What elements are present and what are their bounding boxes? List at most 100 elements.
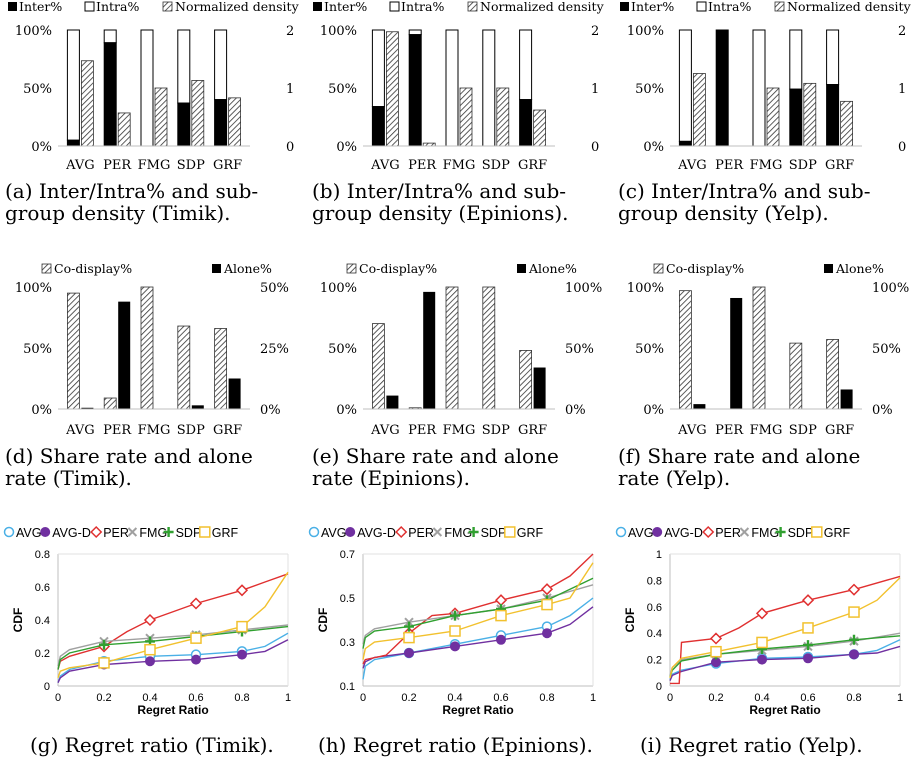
marker-sdp xyxy=(775,527,786,537)
xtick-label: 0 xyxy=(360,692,366,704)
legend-density-swatch xyxy=(774,1,785,12)
marker-sdp xyxy=(803,640,813,651)
series-line-sdp xyxy=(57,625,289,670)
bar-density-fmg xyxy=(154,87,168,147)
bar-alone-per xyxy=(423,291,436,409)
caption-f-line2: rate (Yelp). xyxy=(618,466,731,490)
legend-inter-label: Inter% xyxy=(631,0,674,14)
ytick-left-label: 0% xyxy=(643,403,664,418)
xtick-label: 0.4 xyxy=(754,692,769,704)
legend-intra-swatch xyxy=(389,1,400,12)
ytick-left-label: 50% xyxy=(635,82,664,97)
legend-alone-swatch xyxy=(212,264,221,273)
bar-alone-per xyxy=(730,297,743,409)
ytick-right-label: 2 xyxy=(591,24,599,39)
ytick-right-label: 0% xyxy=(565,403,586,418)
series-line-fmg xyxy=(362,584,594,645)
marker-grf xyxy=(541,598,553,611)
xtick-label-fmg: FMG xyxy=(443,158,476,173)
ytick-label: 0.2 xyxy=(35,648,50,660)
series-line-fmg xyxy=(57,624,289,667)
bar-intra-fmg xyxy=(752,29,766,147)
bar-alone-avg xyxy=(693,404,706,409)
marker-per xyxy=(702,525,715,539)
marker-avg xyxy=(615,526,627,538)
caption-e-line2: rate (Epinions). xyxy=(312,466,470,490)
xtick-label-per: PER xyxy=(408,158,437,173)
legend-density-label: Normalized density xyxy=(175,0,300,14)
xtick-label-sdp: SDP xyxy=(789,158,817,173)
legend-label-sdp: SDP xyxy=(176,526,202,540)
marker-sdp xyxy=(163,527,174,537)
bar-inter-grf xyxy=(826,84,840,147)
bar-intra-per xyxy=(408,29,422,36)
marker-avg-d xyxy=(237,649,247,660)
legend-codisplay-label: Co-display% xyxy=(54,261,132,276)
bar-intra-sdp xyxy=(789,29,803,90)
ytick-label: 0.6 xyxy=(35,582,50,594)
legend-inter-label: Inter% xyxy=(324,0,367,14)
legend-alone-swatch xyxy=(824,264,833,273)
bar-codisplay-grf xyxy=(826,339,840,410)
xtick-label: 0.4 xyxy=(447,692,462,704)
ytick-left-label: 100% xyxy=(15,24,52,39)
caption-f: (f) Share rate and alone rate (Yelp). xyxy=(618,445,910,489)
ytick-right-label: 100% xyxy=(565,281,602,296)
xtick-label-sdp: SDP xyxy=(177,158,205,173)
bar-codisplay-avg xyxy=(372,323,385,410)
ytick-right-label: 0 xyxy=(286,140,294,155)
bar-density-fmg xyxy=(459,87,473,147)
ytick-left-label: 0% xyxy=(336,403,357,418)
caption-a-line1: (a) Inter/Intra% and sub- xyxy=(5,179,259,203)
legend-label-avg: AVG xyxy=(321,526,346,540)
chart-d-share-alone-timik: Co-display% Alone% 0% 50% 100% 0% 25% 50% AVG PER… xyxy=(15,261,289,438)
marker-per xyxy=(801,594,815,607)
legend-label-per: PER xyxy=(715,526,741,540)
bar-density-sdp xyxy=(803,82,817,147)
bar-intra-per xyxy=(103,29,117,44)
caption-d-line2: rate (Timik). xyxy=(5,466,132,490)
legend-label-per: PER xyxy=(408,526,434,540)
legend-alone-label: Alone% xyxy=(528,261,577,276)
ytick-label: 0.1 xyxy=(340,681,355,693)
marker-avg-d xyxy=(40,527,51,537)
caption-g: (g) Regret ratio (Timik). xyxy=(30,733,274,757)
xtick-label-grf: GRF xyxy=(825,158,854,173)
xtick-label-per: PER xyxy=(715,423,744,438)
xtick-label-per: PER xyxy=(103,158,132,173)
ytick-right-label: 2 xyxy=(286,24,294,39)
ytick-right-label: 0% xyxy=(872,403,893,418)
legend-codisplay-label: Co-display% xyxy=(359,261,437,276)
bar-intra-grf xyxy=(826,29,840,86)
bar-inter-per xyxy=(103,42,117,147)
x-axis-label: Regret Ratio xyxy=(442,703,513,717)
xtick-label-per: PER xyxy=(408,423,437,438)
ytick-left-label: 50% xyxy=(328,342,357,357)
legend-label-avg: AVG xyxy=(628,526,653,540)
legend-label-fmg: FMG xyxy=(444,526,472,540)
caption-c: (c) Inter/Intra% and sub- group density … xyxy=(618,180,910,224)
bar-intra-fmg xyxy=(140,29,154,147)
bar-codisplay-avg xyxy=(679,290,692,410)
ytick-label: 0.3 xyxy=(340,637,355,649)
legend-codisplay-label: Co-display% xyxy=(666,261,744,276)
xtick-label-grf: GRF xyxy=(213,423,242,438)
bar-density-avg xyxy=(386,31,399,147)
marker-avg-d xyxy=(542,628,552,639)
ytick-left-label: 50% xyxy=(635,342,664,357)
caption-b-line1: (b) Inter/Intra% and sub- xyxy=(312,179,567,203)
xtick-label-avg: AVG xyxy=(65,158,95,173)
caption-f-line1: (f) Share rate and alone xyxy=(618,444,861,468)
legend-density-label: Normalized density xyxy=(480,0,605,14)
chart-h-regret-epinions: AVG AVG-D PER FMG SDP GRF 0.1 0.3 0.5 0.7 0 0.2 0.4 0… xyxy=(308,525,596,717)
xtick-label-grf: GRF xyxy=(518,423,547,438)
legend-label-avg: AVG xyxy=(16,526,41,540)
caption-c-line2: group density (Yelp). xyxy=(618,201,829,225)
legend-label-avg-d: AVG-D xyxy=(357,526,396,540)
marker-avg-d xyxy=(496,634,506,645)
marker-fmg xyxy=(432,527,443,537)
marker-avg-d xyxy=(849,649,859,660)
marker-fmg xyxy=(127,527,138,537)
legend-inter-label: Inter% xyxy=(19,0,62,14)
marker-per xyxy=(143,613,157,627)
